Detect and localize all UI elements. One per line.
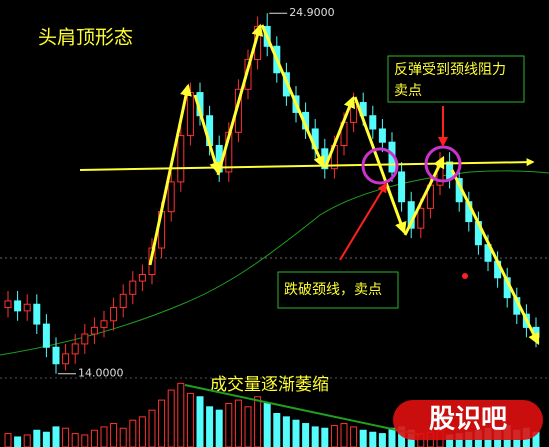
annotation-box <box>387 55 525 103</box>
moving-average <box>0 170 549 356</box>
volume-bar <box>350 426 358 447</box>
volume-bar <box>52 426 60 447</box>
volume-bar <box>23 434 31 447</box>
volume-bar <box>42 431 50 447</box>
volume-bar <box>321 427 329 447</box>
volume-bar <box>282 416 290 447</box>
volume-bar <box>119 427 127 447</box>
candle-body <box>90 326 98 335</box>
volume-bar <box>206 406 214 447</box>
candle-body <box>177 135 185 183</box>
candle-body <box>129 280 137 295</box>
price-label: 14.0000 <box>78 367 124 380</box>
volume-bar <box>4 433 12 447</box>
candle-body <box>119 293 127 309</box>
candle-body <box>100 320 108 328</box>
watermark-bg <box>393 400 543 440</box>
circle <box>424 145 462 183</box>
volume-trend <box>184 384 421 436</box>
volume-bar <box>359 429 367 447</box>
candle-body <box>4 300 12 309</box>
volume-bar <box>81 434 89 447</box>
overlay <box>148 23 540 346</box>
volume-bar <box>215 409 223 447</box>
candle-body <box>33 303 41 325</box>
neckline <box>79 158 535 171</box>
price-label: 24.9000 <box>289 6 335 19</box>
volume-bar <box>330 425 338 447</box>
candle-body <box>167 181 175 213</box>
volume-bar <box>90 429 98 447</box>
candle-body <box>71 343 79 355</box>
annotation: 跌破颈线，卖点 <box>284 282 382 298</box>
volume-bar <box>71 433 79 447</box>
candle-body <box>62 353 70 365</box>
volume-bar <box>311 426 319 447</box>
volume-bar <box>225 402 233 447</box>
annotation: 卖点 <box>394 83 422 99</box>
annotation-box <box>277 271 399 309</box>
arrow <box>339 182 388 261</box>
candle-body <box>110 307 118 322</box>
volume-bar <box>263 402 271 447</box>
volume-bar <box>340 423 348 447</box>
volume-bar <box>369 431 377 447</box>
candle-body <box>42 323 50 348</box>
volume-bar <box>378 433 386 447</box>
candle-body <box>23 303 31 312</box>
candle-body <box>138 273 146 282</box>
volume-bar <box>292 419 300 447</box>
volume-bar <box>388 427 396 447</box>
volume-bar <box>196 396 204 447</box>
candle-body <box>52 346 60 365</box>
volume-bar <box>254 396 262 447</box>
candle-body <box>417 207 425 229</box>
watermark: 股识吧 <box>429 405 507 435</box>
volume-bar <box>234 399 242 447</box>
volume-bar <box>129 419 137 447</box>
candle-body <box>14 300 22 312</box>
volume-bar <box>110 423 118 447</box>
candle-body <box>186 92 194 137</box>
volume-bar <box>100 426 108 447</box>
chart-title: 头肩顶形态 <box>38 27 133 49</box>
volume-bar <box>138 416 146 447</box>
volume-bar <box>158 399 166 447</box>
annotation: 反弹受到颈线阻力 <box>394 62 506 78</box>
annotation: 成交量逐渐萎缩 <box>210 375 329 395</box>
volume-bar <box>148 409 156 447</box>
volume-bar <box>62 427 70 447</box>
volume-bar <box>302 423 310 447</box>
volume-bar <box>177 382 185 447</box>
candle-body <box>378 128 386 143</box>
candle-body <box>81 333 89 345</box>
volume-bar <box>273 413 281 447</box>
candle-body <box>369 115 377 130</box>
candle-body <box>398 171 406 203</box>
dot <box>462 273 468 279</box>
volume-bar <box>244 406 252 447</box>
volume-bar <box>186 392 194 447</box>
volume-bar <box>167 389 175 447</box>
volume-bar <box>14 436 22 447</box>
volume-bar <box>33 429 41 447</box>
